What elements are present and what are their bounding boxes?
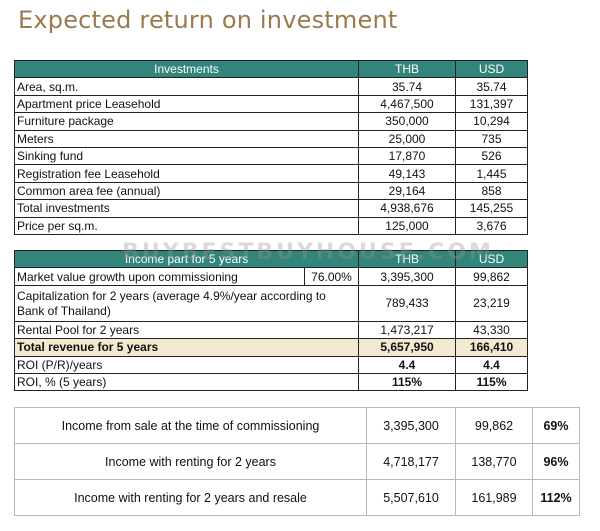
table-row: Total investments 4,938,676 145,255 xyxy=(14,199,528,218)
table-row-total: Total revenue for 5 years 5,657,950 166,… xyxy=(13,338,529,357)
table-row: Meters 25,000 735 xyxy=(14,129,528,148)
row-label: Meters xyxy=(14,129,359,148)
table-row: Area, sq.m. 35.74 35.74 xyxy=(14,77,528,96)
investments-table: Investments THB USD Area, sq.m. 35.74 35.7… xyxy=(14,59,528,235)
table-header-row: Investments THB USD xyxy=(14,59,528,79)
row-label: Area, sq.m. xyxy=(14,77,359,96)
usd-value: 35.74 xyxy=(455,77,528,96)
thb-value: 3,395,300 xyxy=(358,267,457,286)
table-row: Income with renting for 2 years and resa… xyxy=(14,479,580,516)
thb-value: 4,718,177 xyxy=(366,443,456,480)
row-label: Common area fee (annual) xyxy=(14,181,359,201)
column-header: THB xyxy=(358,249,457,269)
table-row: Income with renting for 2 years 4,718,17… xyxy=(14,443,580,480)
thb-value: 350,000 xyxy=(358,112,456,131)
usd-value: 166,410 xyxy=(455,338,529,357)
income-table: Income part for 5 years THB USD Market v… xyxy=(13,249,529,392)
usd-value: 735 xyxy=(455,129,528,148)
table-row: Capitalization for 2 years (average 4.9%… xyxy=(13,284,529,322)
thb-value: 5,657,950 xyxy=(358,338,457,357)
usd-value: 1,445 xyxy=(455,164,528,183)
row-label: Apartment price Leasehold xyxy=(14,94,359,114)
column-header: USD xyxy=(455,59,528,79)
row-label: Total revenue for 5 years xyxy=(13,338,360,357)
column-header: USD xyxy=(455,249,529,269)
row-label: Market value growth upon commissioning xyxy=(14,267,305,286)
row-label: Price per sq.m. xyxy=(14,216,359,235)
row-label: Total investments xyxy=(14,199,359,218)
thb-value: 5,507,610 xyxy=(366,479,456,516)
row-label: ROI (P/R)/years xyxy=(13,355,360,374)
table-row: Income from sale at the time of commissi… xyxy=(14,407,580,444)
table-row: Sinking fund 17,870 526 xyxy=(14,146,528,166)
thb-value: 49,143 xyxy=(358,164,456,183)
table-row: Apartment price Leasehold 4,467,500 131,39… xyxy=(14,94,528,114)
row-label: ROI, % (5 years) xyxy=(13,372,360,392)
row-label: Sinking fund xyxy=(14,146,359,166)
table-row: ROI, % (5 years) 115% 115% xyxy=(13,372,529,392)
row-label: Furniture package xyxy=(14,112,359,131)
summary-table: Income from sale at the time of commissi… xyxy=(14,407,580,516)
thb-value: 789,433 xyxy=(358,284,457,322)
row-label: Registration fee Leasehold xyxy=(14,164,359,183)
table-header-row: Income part for 5 years THB USD xyxy=(13,249,529,269)
table-row: Market value growth upon commissioning 7… xyxy=(14,267,529,286)
table-row: Price per sq.m. 125,000 3,676 xyxy=(14,216,528,235)
usd-value: 10,294 xyxy=(455,112,528,131)
return-percent: 69% xyxy=(532,407,580,444)
usd-value: 23,219 xyxy=(455,284,529,322)
thb-value: 4,467,500 xyxy=(358,94,456,114)
table-row: ROI (P/R)/years 4.4 4.4 xyxy=(13,355,529,374)
usd-value: 526 xyxy=(455,146,528,166)
usd-value: 99,862 xyxy=(455,407,533,444)
thb-value: 4,938,676 xyxy=(358,199,456,218)
table-row: Common area fee (annual) 29,164 858 xyxy=(14,181,528,201)
table-row: Rental Pool for 2 years 1,473,217 43,330 xyxy=(13,320,529,340)
return-percent: 112% xyxy=(532,479,580,516)
usd-value: 131,397 xyxy=(455,94,528,114)
row-label: Income from sale at the time of commissi… xyxy=(14,407,367,444)
usd-value: 3,676 xyxy=(455,216,528,235)
usd-value: 115% xyxy=(455,372,529,392)
row-label: Income with renting for 2 years xyxy=(14,443,367,480)
usd-value: 161,989 xyxy=(455,479,533,516)
table-row: Furniture package 350,000 10,294 xyxy=(14,112,528,131)
thb-value: 1,473,217 xyxy=(358,320,457,340)
thb-value: 25,000 xyxy=(358,129,456,148)
thb-value: 35.74 xyxy=(358,77,456,96)
column-header: Income part for 5 years xyxy=(13,249,360,269)
page-title: Expected return on investment xyxy=(18,6,398,34)
thb-value: 4.4 xyxy=(358,355,457,374)
row-label: Income with renting for 2 years and resa… xyxy=(14,479,367,516)
usd-value: 99,862 xyxy=(455,267,529,286)
thb-value: 3,395,300 xyxy=(366,407,456,444)
thb-value: 17,870 xyxy=(358,146,456,166)
column-header: Investments xyxy=(14,59,359,79)
thb-value: 125,000 xyxy=(358,216,456,235)
return-percent: 96% xyxy=(532,443,580,480)
row-label: Capitalization for 2 years (average 4.9%… xyxy=(13,284,360,322)
growth-percent: 76.00% xyxy=(303,267,360,286)
table-row: Registration fee Leasehold 49,143 1,445 xyxy=(14,164,528,183)
column-header: THB xyxy=(358,59,456,79)
usd-value: 4.4 xyxy=(455,355,529,374)
row-label: Rental Pool for 2 years xyxy=(13,320,360,340)
usd-value: 138,770 xyxy=(455,443,533,480)
usd-value: 145,255 xyxy=(455,199,528,218)
usd-value: 858 xyxy=(455,181,528,201)
thb-value: 29,164 xyxy=(358,181,456,201)
usd-value: 43,330 xyxy=(455,320,529,340)
thb-value: 115% xyxy=(358,372,457,392)
